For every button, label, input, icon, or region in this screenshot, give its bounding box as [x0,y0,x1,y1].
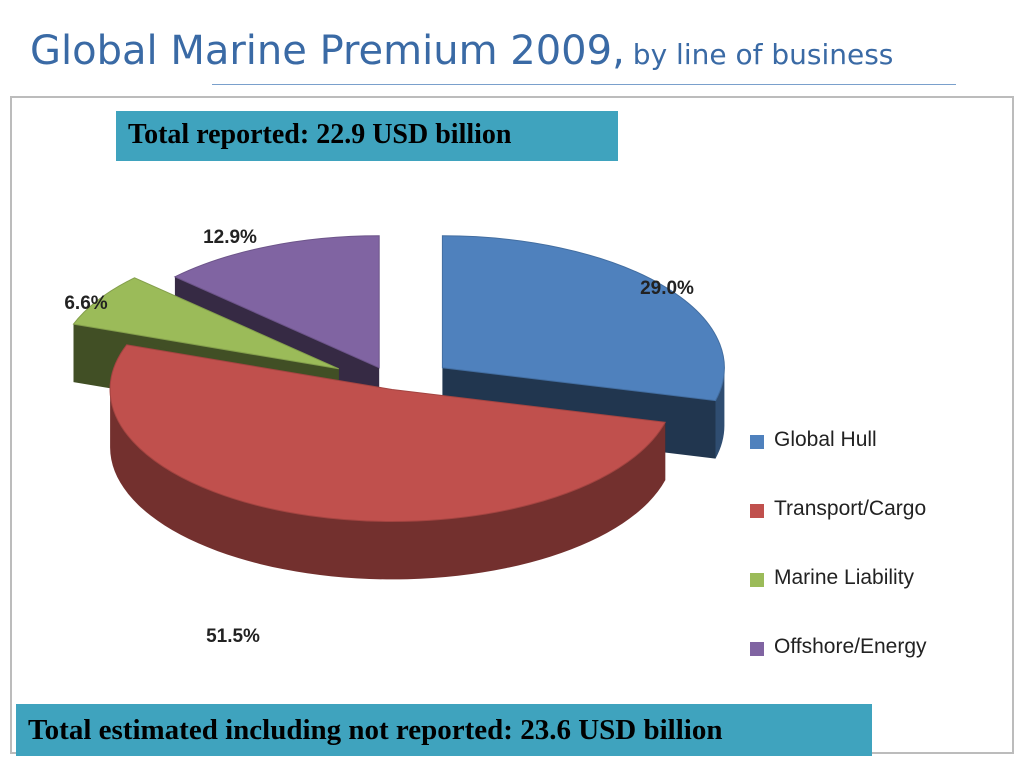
legend-label-global-hull: Global Hull [774,428,877,451]
legend-label-marine-liability: Marine Liability [774,566,915,589]
data-label-offshore-energy: 12.9% [203,227,257,248]
legend-swatch-marine-liability [750,573,764,587]
total-estimated-banner: Total estimated including not reported: … [16,704,872,756]
data-label-marine-liability: 6.6% [64,293,107,314]
pie-rim-global-hull [715,367,725,459]
slide-title: Global Marine Premium 2009, by line of bu… [30,28,893,74]
total-reported-banner: Total reported: 22.9 USD billion [116,111,618,161]
pie-slice-global-hull [441,235,725,402]
legend-label-transport-cargo: Transport/Cargo [774,497,927,520]
title-subtitle: by line of business [632,38,894,71]
pie-slice-transport-cargo [109,344,666,522]
legend-swatch-global-hull [750,435,764,449]
pie-slice-offshore-energy [173,235,380,369]
data-label-global-hull: 29.0% [640,278,694,299]
legend-swatch-offshore-energy [750,642,764,656]
pie-slice-marine-liability [72,277,340,370]
pie-rim-transport-cargo [110,389,666,580]
title-underline [212,84,956,85]
legend-label-offshore-energy: Offshore/Energy [774,635,927,658]
data-label-transport-cargo: 51.5% [206,626,260,647]
title-main: Global Marine Premium 2009, [30,28,625,74]
legend-swatch-transport-cargo [750,504,764,518]
